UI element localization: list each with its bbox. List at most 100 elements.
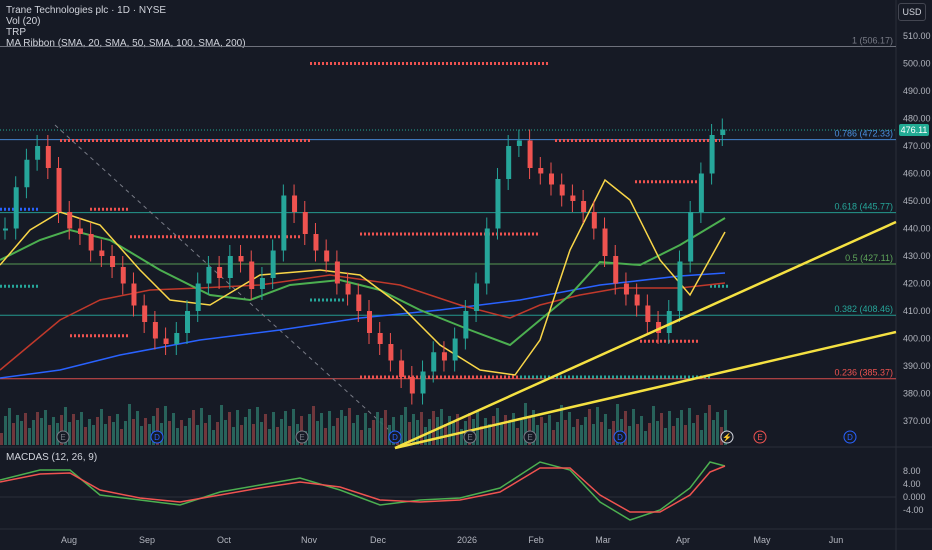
macd-axis-tick: -4.00 [903,505,924,515]
volume-bar [312,406,315,445]
price-axis-tick: 440.00 [903,224,931,234]
volume-bar [132,419,135,445]
fib-level-label: 0.236 (385.37) [834,368,893,378]
candle-body [559,184,565,196]
volume-bar [232,427,235,445]
candle-body [77,228,83,234]
volume-bar [280,419,283,445]
volume-bar [28,428,31,445]
volume-bar [104,424,107,445]
volume-bar [52,417,55,445]
time-axis-tick: 2026 [457,535,477,545]
candle-body [45,146,51,168]
symbol-title[interactable]: Trane Technologies plc · 1D · NYSE [6,5,167,16]
candle-body [399,360,405,377]
candle-body [217,267,223,278]
volume-bar [356,415,359,445]
candle-body [174,333,180,344]
candle-body [88,234,94,251]
volume-bar [64,407,67,445]
candle-body [35,146,41,160]
volume-bar [268,429,271,445]
fib-level-label: 0.618 (445.77) [834,202,893,212]
volume-bar [60,415,63,445]
volume-bar [148,424,151,445]
earnings-marker-label: E [467,433,472,442]
volume-bar [100,409,103,445]
volume-bar [456,414,459,445]
volume-bar [604,414,607,445]
candle-body [474,283,480,311]
candle-body [377,333,383,344]
volume-bar [672,426,675,445]
macd-legend[interactable]: MACDAS (12, 26, 9) [6,452,98,463]
volume-bar [600,422,603,445]
volume-bar [644,431,647,445]
volume-bar [172,413,175,445]
volume-bar [344,416,347,445]
candle-body [538,168,544,174]
volume-bar [252,424,255,445]
volume-bar [696,415,699,445]
price-axis-tick: 420.00 [903,279,931,289]
ma-ribbon-label[interactable]: MA Ribbon (SMA, 20, SMA, 50, SMA, 100, S… [6,38,246,49]
volume-bar [588,409,591,445]
volume-bar [560,405,563,445]
volume-bar [20,421,23,445]
currency-button[interactable]: USD [898,3,926,21]
volume-bar [68,422,71,445]
volume-bar [348,408,351,445]
volume-bar [152,416,155,445]
volume-bar [96,417,99,445]
volume-bar [412,414,415,445]
volume-bar [244,417,247,445]
volume-bar [364,413,367,445]
earnings-marker [56,430,70,444]
volume-bar [404,407,407,445]
macd-line [0,461,726,521]
trend-dashed-line [54,124,401,441]
candle-body [709,135,715,174]
volume-bar [264,414,267,445]
volume-bar [360,430,363,445]
candle-body [495,179,501,229]
volume-bar [552,430,555,445]
volume-bar [340,410,343,445]
volume-bar [324,428,327,445]
price-axis-tick: 390.00 [903,361,931,371]
volume-bar [420,412,423,445]
volume-bar [88,419,91,445]
volume-bar [640,416,643,445]
candle-body [259,278,265,289]
trp-indicator-label[interactable]: TRP [6,27,26,38]
volume-bar [228,412,231,445]
time-axis-tick: Jun [829,535,844,545]
volume-bar [36,412,39,445]
dividend-marker-label: D [617,433,623,442]
candle-body [591,212,597,229]
volume-bar [328,411,331,445]
volume-bar [332,426,335,445]
volume-bar [300,416,303,445]
time-axis-tick: Mar [595,535,611,545]
candle-body [409,377,415,394]
volume-bar [564,420,567,445]
earnings-marker-label: E [527,433,532,442]
time-axis-tick: Nov [301,535,318,545]
candle-body [613,256,619,284]
volume-bar [188,418,191,445]
candle-body [3,228,8,231]
candle-body [131,283,137,306]
volume-bar [76,420,79,445]
volume-bar [84,427,87,445]
candle-body [195,283,201,311]
price-axis-tick: 460.00 [903,169,931,179]
volume-bar [384,410,387,445]
volume-bar [692,423,695,445]
flash-icon-glyph: ⚡ [722,432,732,442]
volume-bar [180,420,183,445]
volume-bar [120,429,123,445]
volume-bar [616,404,619,445]
volume-indicator-label[interactable]: Vol (20) [6,16,41,27]
